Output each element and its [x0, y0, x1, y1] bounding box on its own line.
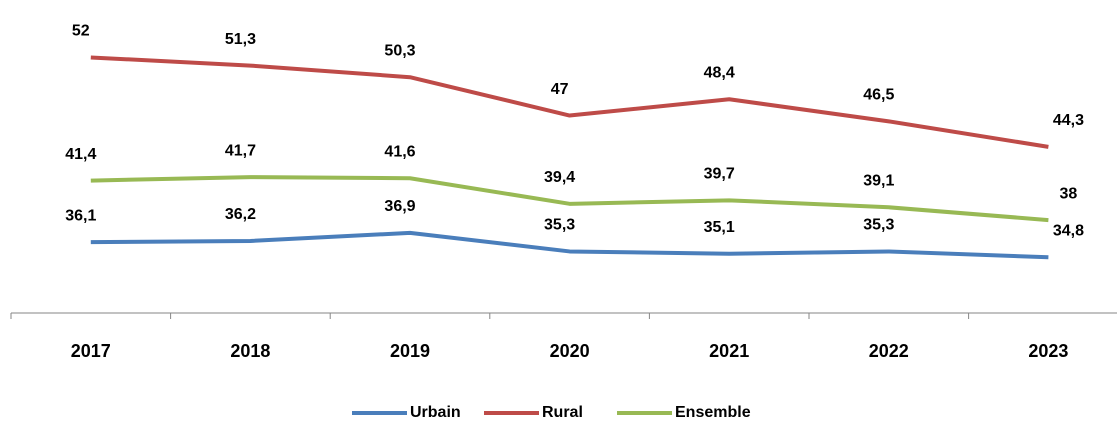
- series-line: [90, 175, 1049, 223]
- data-label: 35,3: [544, 217, 575, 234]
- data-label: 34,8: [1053, 222, 1084, 239]
- data-label: 35,1: [704, 219, 735, 236]
- data-label: 35,3: [863, 217, 894, 234]
- x-tick-label: 2023: [1028, 341, 1068, 361]
- data-label: 36,1: [65, 207, 96, 224]
- x-tick-label: 2020: [550, 341, 590, 361]
- data-label: 46,5: [863, 87, 894, 104]
- series-line: [90, 230, 1049, 260]
- data-label: 39,1: [863, 173, 894, 190]
- data-label: 36,2: [225, 206, 256, 223]
- data-label: 47: [551, 81, 569, 98]
- data-label: 48,4: [704, 64, 735, 81]
- series-line: [90, 55, 1049, 149]
- data-label: 52: [72, 23, 90, 40]
- legend-label: Rural: [542, 404, 583, 421]
- data-label: 36,9: [384, 198, 415, 215]
- data-label: 44,3: [1053, 112, 1084, 129]
- data-label: 41,7: [225, 142, 256, 159]
- legend-label: Urbain: [410, 404, 461, 421]
- data-label: 39,7: [704, 166, 735, 183]
- data-label: 51,3: [225, 31, 256, 48]
- data-label: 41,6: [384, 143, 415, 160]
- x-tick-label: 2022: [869, 341, 909, 361]
- data-label: 38: [1060, 185, 1078, 202]
- data-label: 39,4: [544, 169, 575, 186]
- x-tick-label: 2019: [390, 341, 430, 361]
- data-label: 50,3: [384, 42, 415, 59]
- legend-label: Ensemble: [675, 404, 751, 421]
- x-tick-label: 2021: [709, 341, 749, 361]
- x-tick-label: 2018: [230, 341, 270, 361]
- data-label: 41,4: [65, 146, 96, 163]
- x-tick-label: 2017: [71, 341, 111, 361]
